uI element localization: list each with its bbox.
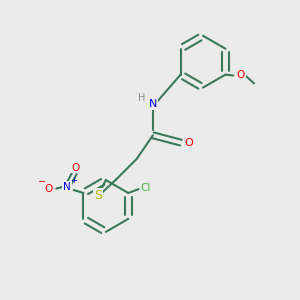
Text: N: N bbox=[149, 99, 157, 110]
Text: O: O bbox=[237, 70, 245, 80]
Text: O: O bbox=[44, 184, 53, 194]
Text: S: S bbox=[94, 189, 103, 202]
Text: N: N bbox=[63, 182, 71, 192]
Text: O: O bbox=[71, 163, 79, 173]
Text: −: − bbox=[38, 177, 46, 187]
Text: Cl: Cl bbox=[141, 183, 151, 193]
Text: H: H bbox=[138, 93, 146, 103]
Text: O: O bbox=[184, 138, 193, 148]
Text: +: + bbox=[70, 176, 77, 185]
